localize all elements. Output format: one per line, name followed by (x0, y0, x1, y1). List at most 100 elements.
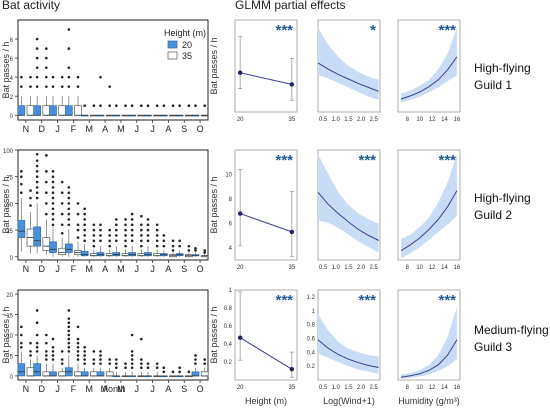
outlier-point (51, 85, 55, 88)
outlier-point (115, 234, 118, 237)
box-panel-3 (17, 289, 209, 381)
confidence-band (318, 314, 379, 374)
outlier-point (83, 207, 86, 211)
outlier-point (92, 239, 96, 243)
outlier-point (203, 251, 206, 254)
outlier-point (178, 244, 181, 248)
y-tick-label: 0.4 (224, 342, 233, 348)
outlier-point (76, 75, 80, 79)
outlier-point (76, 212, 80, 216)
guild-label-1-line2: Guild 1 (474, 78, 513, 92)
outlier-point (51, 191, 55, 195)
outlier-point (171, 104, 175, 108)
box-35 (42, 371, 51, 377)
outlier-point (67, 337, 71, 341)
outlier-point (162, 234, 166, 237)
outlier-point (45, 47, 48, 50)
box-20 (49, 105, 57, 116)
outlier-point (108, 234, 111, 237)
glmm-panel (234, 289, 298, 381)
outlier-point (194, 362, 197, 365)
outlier-point (45, 66, 48, 69)
month-label: A (102, 384, 108, 394)
outlier-point (67, 47, 71, 50)
y-tick-label: 6 (229, 221, 233, 227)
outlier-point (124, 104, 127, 108)
outlier-point (146, 362, 150, 365)
outlier-point (83, 104, 86, 108)
outlier-point (155, 234, 159, 237)
month-label: S (181, 264, 187, 274)
outlier-point (140, 239, 143, 243)
y-tick-label: 10 (225, 172, 232, 178)
outlier-point (99, 234, 102, 237)
significance-stars: *** (275, 292, 293, 309)
month-label: A (165, 264, 171, 274)
x-tick-label: 2.0 (357, 385, 366, 391)
outlier-point (76, 223, 80, 227)
outlier-point (51, 170, 55, 173)
outlier-point (146, 234, 150, 237)
outlier-point (92, 362, 96, 365)
outlier-point (51, 345, 55, 349)
outlier-point (130, 104, 134, 108)
outlier-point (99, 239, 102, 243)
glmm-x-axis-label: Humidity (g/m³) (398, 396, 460, 406)
outlier-point (178, 370, 181, 374)
outlier-point (51, 358, 55, 361)
month-label: D (39, 384, 46, 394)
box-35 (74, 371, 82, 377)
month-label: A (102, 264, 108, 274)
box-20 (80, 371, 89, 377)
y-tick-label: 0.8 (224, 306, 233, 312)
box-panel-1 (17, 19, 209, 121)
outlier-point (83, 228, 86, 232)
outlier-point (203, 104, 206, 108)
outlier-point (51, 202, 55, 205)
outlier-point (67, 325, 71, 329)
outlier-point (130, 223, 134, 227)
box-20 (49, 371, 57, 377)
outlier-point (60, 362, 64, 365)
x-tick-label: 2.5 (370, 385, 379, 391)
outlier-point (60, 75, 64, 79)
legend-label-35: 35 (182, 51, 192, 61)
outlier-point (29, 75, 32, 79)
outlier-point (92, 244, 96, 248)
box-35 (58, 247, 67, 256)
outlier-point (35, 345, 39, 349)
legend-label-20: 20 (182, 40, 192, 50)
x-tick-label: 12 (429, 265, 436, 271)
outlier-point (76, 350, 80, 353)
guild-label-1-line1: High-flying (474, 61, 531, 75)
outlier-point (20, 325, 23, 329)
outlier-point (35, 37, 39, 41)
x-tick-label: 10 (416, 385, 423, 391)
outlier-point (45, 350, 48, 353)
x-tick-label: 1.5 (344, 385, 353, 391)
outlier-point (124, 366, 127, 370)
month-label: M (117, 264, 125, 274)
confidence-band (401, 27, 457, 103)
outlier-point (178, 104, 181, 108)
outlier-point (146, 223, 150, 227)
effect-point (237, 70, 243, 75)
outlier-point (83, 234, 86, 237)
outlier-point (67, 212, 71, 216)
outlier-point (130, 362, 134, 365)
outlier-point (35, 341, 39, 345)
x-tick-label: 8 (406, 265, 410, 271)
box-20 (96, 371, 105, 377)
outlier-point (162, 370, 166, 374)
x-tick-label: 0.5 (319, 265, 328, 271)
outlier-point (130, 239, 134, 243)
outlier-point (203, 249, 206, 252)
outlier-point (115, 366, 118, 370)
x-tick-label: 20 (237, 265, 244, 271)
month-label: J (55, 124, 60, 134)
outlier-point (83, 358, 86, 361)
outlier-point (92, 104, 96, 108)
month-label: M (86, 384, 94, 394)
outlier-point (51, 180, 55, 184)
outlier-point (60, 232, 64, 235)
